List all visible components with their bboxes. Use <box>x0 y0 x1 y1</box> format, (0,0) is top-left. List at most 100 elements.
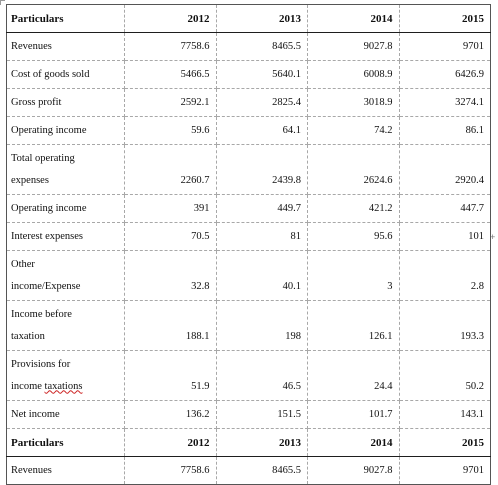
value-cell: 2014 <box>307 4 400 33</box>
value-cell: 9701 <box>398 456 491 485</box>
row-label: Provisions for income taxations <box>6 350 125 401</box>
value-cell: 32.8 <box>124 250 217 301</box>
row-label: Income before taxation <box>6 300 125 351</box>
value-cell: 2260.7 <box>124 144 217 195</box>
table-row: Income before taxation 188.1 198 126.1 193.3 <box>6 300 491 351</box>
value-cell: 136.2 <box>124 400 217 429</box>
row-label: Particulars <box>6 428 125 457</box>
value-cell: 3 <box>307 250 400 301</box>
table-row: Revenues 7758.6 8465.5 9027.8 9701 <box>6 456 491 485</box>
value-cell: 7758.6 <box>124 32 217 61</box>
table-header-row: Particulars 2012 2013 2014 2015 <box>6 428 491 457</box>
value-cell: 2013 <box>215 4 308 33</box>
row-label-line: Particulars <box>11 436 64 449</box>
row-label-line: Cost of goods sold <box>11 68 90 80</box>
table-row: Provisions for income taxations 51.9 46.5 24… <box>6 350 491 401</box>
value-cell: 2592.1 <box>124 88 217 117</box>
value-cell: 2624.6 <box>307 144 400 195</box>
value-cell: 188.1 <box>124 300 217 351</box>
value-cell: 7758.6 <box>124 456 217 485</box>
row-label-line: Interest expenses <box>11 230 84 242</box>
value-cell: 5640.1 <box>215 60 308 89</box>
value-cell: 70.5 <box>124 222 217 251</box>
row-label-line: Revenues <box>11 464 52 476</box>
value-cell: 6008.9 <box>307 60 400 89</box>
table-header-row: Particulars 2012 2013 2014 2015 <box>6 4 491 33</box>
row-label: Net income <box>6 400 125 429</box>
row-label: Operating income <box>6 194 125 223</box>
row-label-line: Income before <box>11 308 72 320</box>
value-cell: 101 <box>398 222 491 251</box>
table-row: Cost of goods sold 5466.5 5640.1 6008.9 6426… <box>6 60 491 89</box>
row-label: Operating income <box>6 116 125 145</box>
value-cell: 143.1 <box>398 400 491 429</box>
row-label-line: Operating income <box>11 202 87 214</box>
value-cell: 3274.1 <box>398 88 491 117</box>
row-label-line: expenses <box>11 174 49 186</box>
row-label-line: Operating income <box>11 124 87 136</box>
value-cell: 421.2 <box>307 194 400 223</box>
row-label-line: income/Expense <box>11 280 81 292</box>
row-label: Other income/Expense <box>6 250 125 301</box>
row-label: Interest expenses <box>6 222 125 251</box>
table-row: Total operating expenses 2260.7 2439.8 2624.… <box>6 144 491 195</box>
financial-table-body: Particulars 2012 2013 2014 2015 Revenues 7758.… <box>6 4 491 485</box>
table-row: Operating income 391 449.7 421.2 447.7 <box>6 194 491 223</box>
value-cell: 40.1 <box>215 250 308 301</box>
value-cell: 391 <box>124 194 217 223</box>
value-cell: 6426.9 <box>398 60 491 89</box>
row-label-line: Net income <box>11 408 60 420</box>
value-cell: 9027.8 <box>307 456 400 485</box>
value-cell: 95.6 <box>307 222 400 251</box>
value-cell: 8465.5 <box>215 32 308 61</box>
row-label: Cost of goods sold <box>6 60 125 89</box>
value-cell: 447.7 <box>398 194 491 223</box>
value-cell: 126.1 <box>307 300 400 351</box>
row-label: Revenues <box>6 456 125 485</box>
value-cell: 2012 <box>124 428 217 457</box>
value-cell: 8465.5 <box>215 456 308 485</box>
value-cell: 2439.8 <box>215 144 308 195</box>
spellcheck-marked-word: taxations <box>44 380 83 392</box>
row-label: Revenues <box>6 32 125 61</box>
value-cell: 9027.8 <box>307 32 400 61</box>
row-label-line: income taxations <box>11 380 83 392</box>
value-cell: 2013 <box>215 428 308 457</box>
value-cell: 2012 <box>124 4 217 33</box>
row-label-line: Provisions for <box>11 358 71 370</box>
row-label: Total operating expenses <box>6 144 125 195</box>
value-cell: 86.1 <box>398 116 491 145</box>
value-cell: 81 <box>215 222 308 251</box>
value-cell: 24.4 <box>307 350 400 401</box>
row-label-line: taxation <box>11 330 45 342</box>
value-cell: 151.5 <box>215 400 308 429</box>
row-label-line: Particulars <box>11 12 64 25</box>
value-cell: 9701 <box>398 32 491 61</box>
value-cell: 2.8 <box>398 250 491 301</box>
value-cell: 51.9 <box>124 350 217 401</box>
value-cell: 2015 <box>398 4 491 33</box>
page-edge-mark: + <box>490 232 496 242</box>
value-cell: 5466.5 <box>124 60 217 89</box>
table-row: Revenues 7758.6 8465.5 9027.8 9701 <box>6 32 491 61</box>
row-label-line: Other <box>11 258 35 270</box>
table-row: Interest expenses 70.5 81 95.6 101 <box>6 222 491 251</box>
table-row: Net income 136.2 151.5 101.7 143.1 <box>6 400 491 429</box>
table-row: Operating income 59.6 64.1 74.2 86.1 <box>6 116 491 145</box>
value-cell: 50.2 <box>398 350 491 401</box>
row-label-line: Revenues <box>11 40 52 52</box>
value-cell: 449.7 <box>215 194 308 223</box>
value-cell: 46.5 <box>215 350 308 401</box>
value-cell: 2825.4 <box>215 88 308 117</box>
value-cell: 2920.4 <box>398 144 491 195</box>
financial-table: Particulars 2012 2013 2014 2015 Revenues 7758.… <box>6 4 491 485</box>
row-label: Gross profit <box>6 88 125 117</box>
row-label: Particulars <box>6 4 125 33</box>
table-row: Other income/Expense 32.8 40.1 3 2.8 <box>6 250 491 301</box>
row-label-line: Total operating <box>11 152 75 164</box>
page-corner-mark <box>0 0 5 5</box>
value-cell: 74.2 <box>307 116 400 145</box>
value-cell: 59.6 <box>124 116 217 145</box>
value-cell: 2014 <box>307 428 400 457</box>
value-cell: 64.1 <box>215 116 308 145</box>
